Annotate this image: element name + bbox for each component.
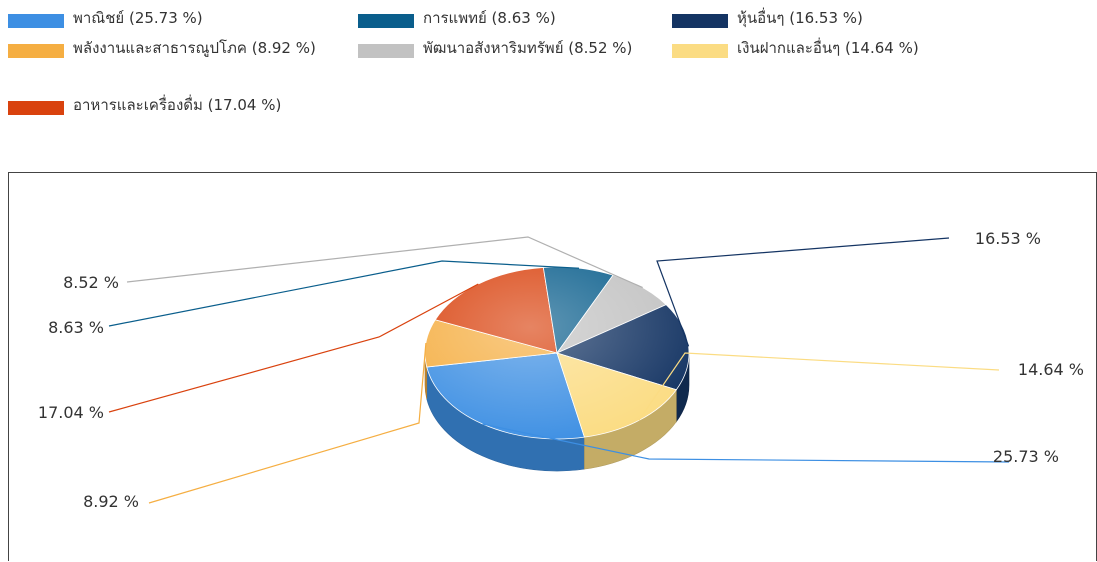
legend-item: เงินฝากและอื่นๆ (14.64 %) (672, 40, 1072, 58)
data-label: 25.73 % (993, 447, 1059, 466)
leader-line (656, 237, 950, 347)
legend-label: หุ้นอื่นๆ (16.53 %) (737, 9, 863, 27)
legend-item: อาหารและเครื่องดื่ม (17.04 %) (8, 97, 348, 115)
legend-swatch (358, 44, 414, 58)
legend-item: พลังงานและสาธารณูปโภค (8.92 %) (8, 40, 348, 58)
legend-swatch (672, 14, 728, 28)
leader-line (126, 236, 643, 289)
leader-line (148, 342, 427, 504)
legend-item: พาณิชย์ (25.73 %) (8, 10, 348, 28)
legend-swatch (8, 44, 64, 58)
chart-area: 25.73 % 8.92 % 17.04 % 8.63 % 8.52 % 16.53 % 1… (8, 172, 1097, 561)
legend-swatch (672, 44, 728, 58)
legend-label: พลังงานและสาธารณูปโภค (8.92 %) (73, 39, 316, 57)
legend-label: การแพทย์ (8.63 %) (423, 9, 556, 27)
legend-label: พาณิชย์ (25.73 %) (73, 9, 203, 27)
pie-highlight (425, 267, 689, 439)
leader-line (638, 352, 1000, 421)
legend-item: หุ้นอื่นๆ (16.53 %) (672, 10, 1072, 28)
data-label: 17.04 % (38, 403, 104, 422)
chart-legend: พาณิชย์ (25.73 %) พลังงานและสาธารณูปโภค … (0, 0, 1097, 160)
legend-label: พัฒนาอสังหาริมทรัพย์ (8.52 %) (423, 39, 633, 57)
data-label: 14.64 % (1018, 360, 1084, 379)
data-label: 8.52 % (63, 273, 119, 292)
legend-swatch (8, 14, 64, 28)
leader-line (482, 423, 1010, 463)
legend-item: การแพทย์ (8.63 %) (358, 10, 678, 28)
leader-line (108, 260, 580, 327)
legend-label: อาหารและเครื่องดื่ม (17.04 %) (73, 96, 282, 114)
legend-swatch (8, 101, 64, 115)
data-label: 16.53 % (975, 229, 1041, 248)
legend-item: พัฒนาอสังหาริมทรัพย์ (8.52 %) (358, 40, 678, 58)
legend-label: เงินฝากและอื่นๆ (14.64 %) (737, 39, 919, 57)
data-label: 8.63 % (48, 318, 104, 337)
legend-swatch (358, 14, 414, 28)
data-label: 8.92 % (83, 492, 139, 511)
leader-line (108, 283, 479, 413)
pie-chart: 25.73 % 8.92 % 17.04 % 8.63 % 8.52 % 16.53 % 1… (38, 229, 1084, 511)
